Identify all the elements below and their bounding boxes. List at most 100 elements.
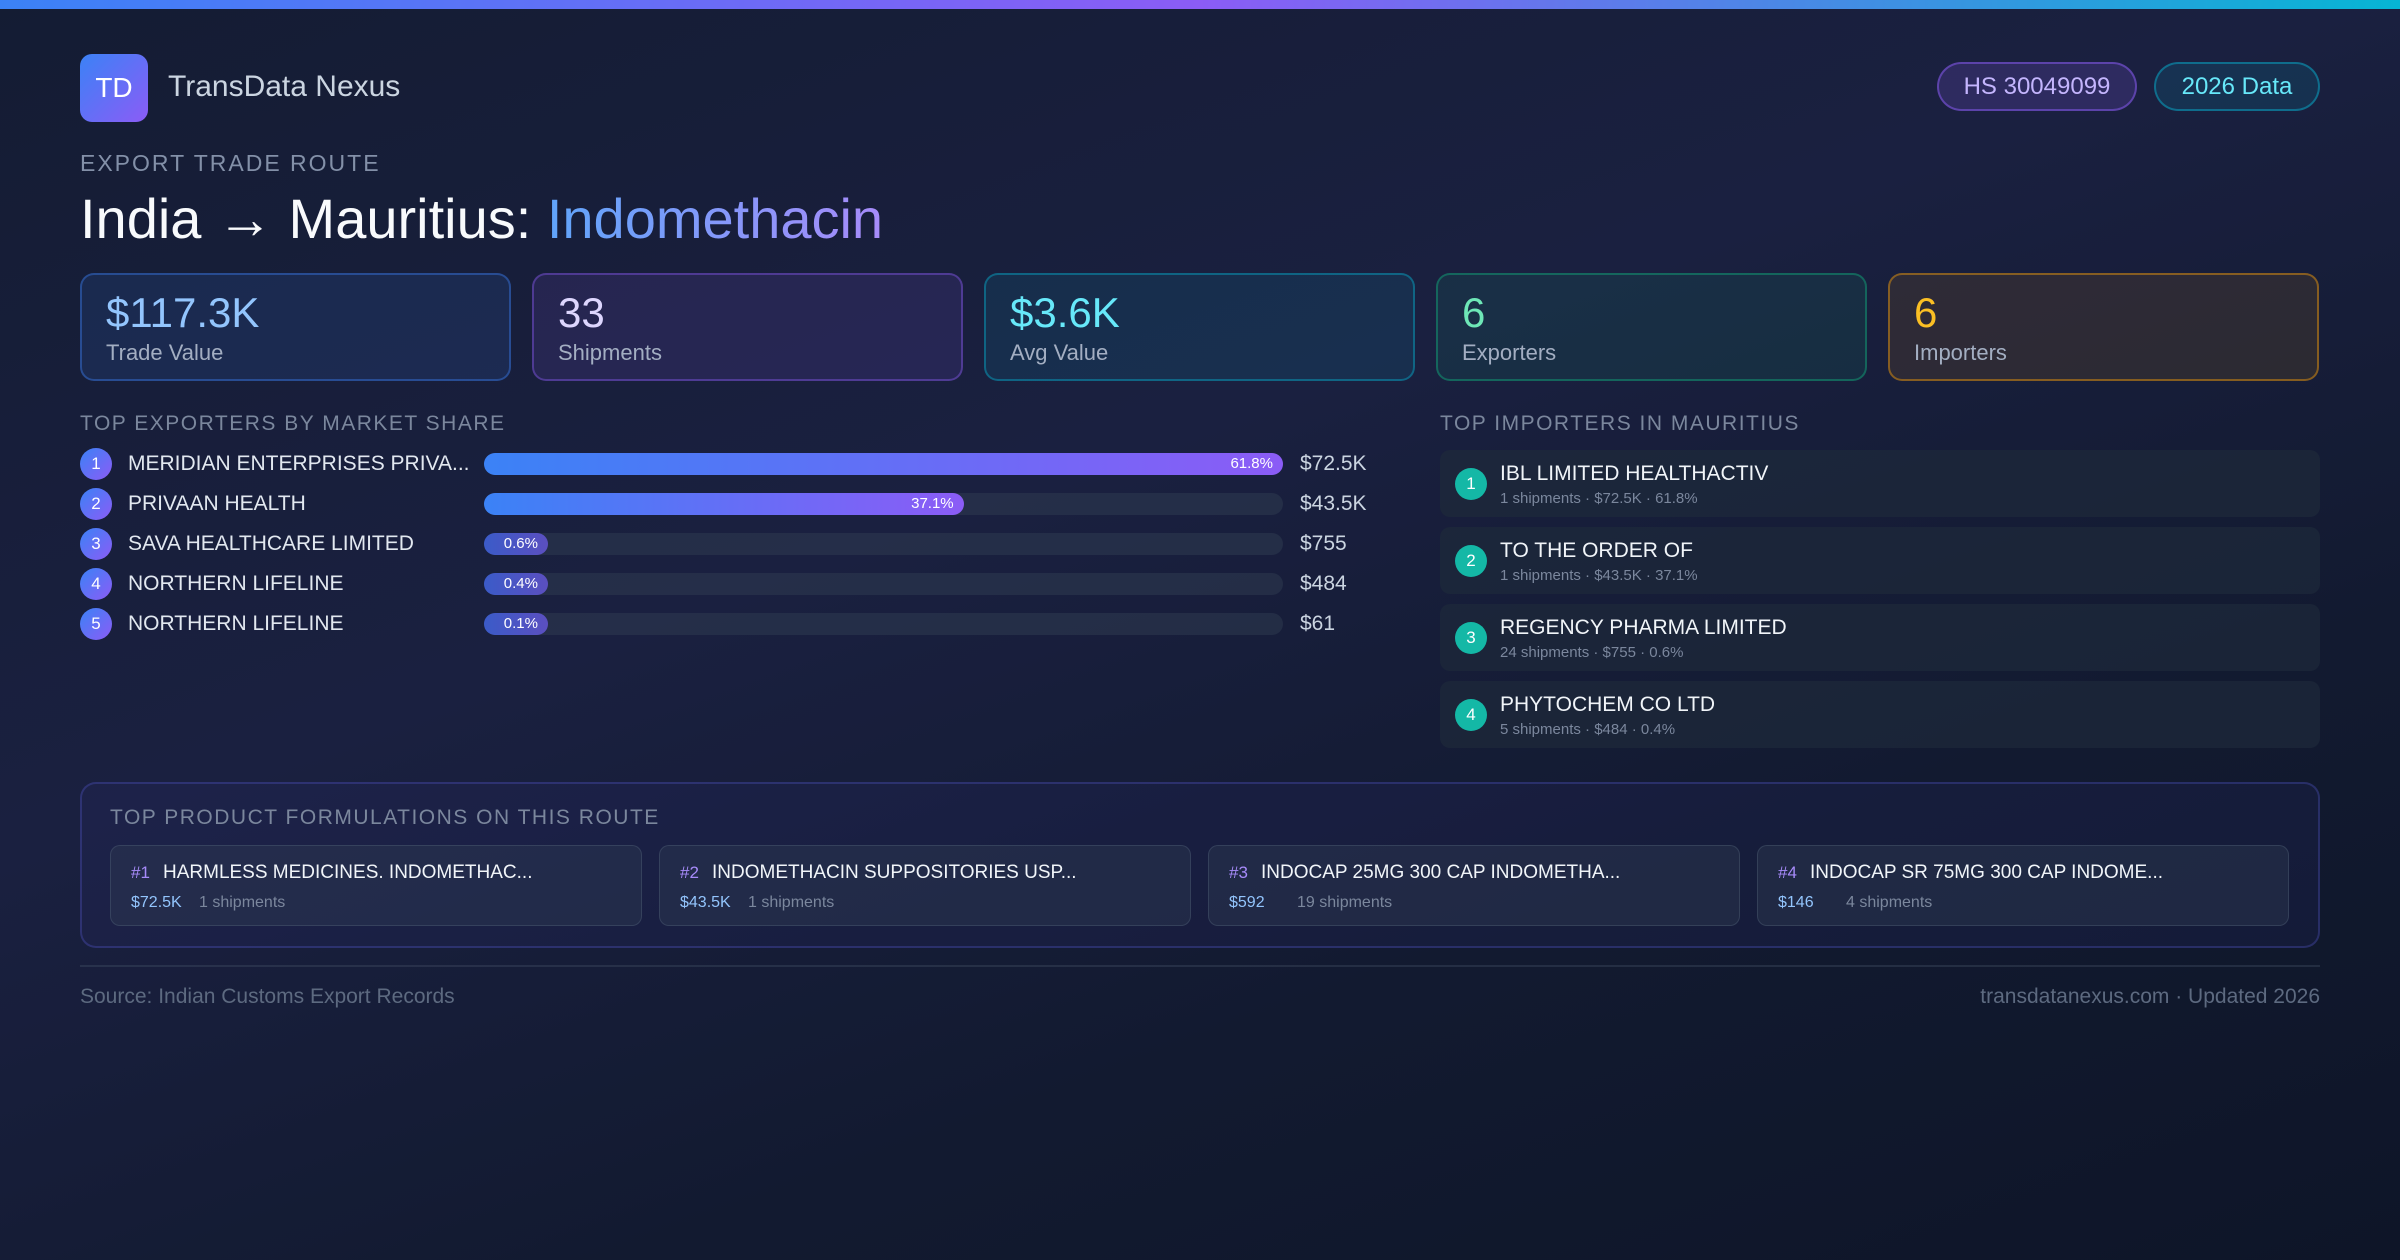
exporter-name: PRIVAAN HEALTH xyxy=(128,492,306,515)
importer-name: PHYTOCHEM CO LTD xyxy=(1500,693,1716,716)
stat-label: Shipments xyxy=(558,340,662,365)
exporter-value: $43.5K xyxy=(1300,492,1367,515)
share-label: 37.1% xyxy=(911,495,954,512)
exporter-row: 4 NORTHERN LIFELINE 0.4% $484 xyxy=(80,568,1380,600)
stat-label: Trade Value xyxy=(106,340,224,365)
formulation-shipments: 1 shipments xyxy=(199,894,286,911)
share-bar: 0.1% xyxy=(484,613,548,635)
rank-badge: 1 xyxy=(80,448,112,480)
title-product: Indomethacin xyxy=(546,187,884,250)
logo: TD xyxy=(80,54,148,122)
formulation-name: INDOCAP 25MG 300 CAP INDOMETHA... xyxy=(1261,862,1621,883)
importer-card: 1 IBL LIMITED HEALTHACTIV 1 shipments · $7… xyxy=(1440,450,2320,517)
divider xyxy=(80,965,2320,967)
importer-detail: 1 shipments · $72.5K · 61.8% xyxy=(1500,490,1698,507)
exporter-value: $61 xyxy=(1300,612,1336,635)
exporter-name: NORTHERN LIFELINE xyxy=(128,572,344,595)
share-label: 0.6% xyxy=(503,535,538,552)
rank-badge: 1 xyxy=(1455,468,1487,500)
formulation-card: #4 INDOCAP SR 75MG 300 CAP INDOME... $146 4… xyxy=(1757,845,2289,926)
stat-value: $3.6K xyxy=(1010,289,1120,336)
exporter-value: $755 xyxy=(1300,532,1347,555)
exporter-value: $72.5K xyxy=(1300,452,1367,475)
stat-card: 6 Exporters xyxy=(1436,273,1867,381)
hs-badge: HS 30049099 xyxy=(1937,62,2137,111)
exporter-row: 3 SAVA HEALTHCARE LIMITED 0.6% $755 xyxy=(80,528,1380,560)
share-label: 0.4% xyxy=(503,575,538,592)
formulation-card: #2 INDOMETHACIN SUPPOSITORIES USP... $43.5… xyxy=(659,845,1191,926)
rank-badge: 2 xyxy=(1455,545,1487,577)
importer-detail: 5 shipments · $484 · 0.4% xyxy=(1500,721,1676,738)
rank-badge: 4 xyxy=(1455,699,1487,731)
stat-value: 6 xyxy=(1914,289,1938,336)
importer-card: 2 TO THE ORDER OF 1 shipments · $43.5K · 3… xyxy=(1440,527,2320,594)
formulation-value: $72.5K xyxy=(131,894,182,911)
section-heading: TOP EXPORTERS BY MARKET SHARE xyxy=(80,412,506,435)
bar-track: 61.8% xyxy=(484,453,1283,475)
exporter-name: NORTHERN LIFELINE xyxy=(128,612,344,635)
rank-badge: 4 xyxy=(80,568,112,600)
formulation-shipments: 4 shipments xyxy=(1846,894,1933,911)
formulation-value: $43.5K xyxy=(680,894,731,911)
stat-card: 33 Shipments xyxy=(532,273,963,381)
formulations-panel xyxy=(80,782,2320,948)
stat-value: 33 xyxy=(558,289,605,336)
importer-name: REGENCY PHARMA LIMITED xyxy=(1500,616,1787,639)
bar-track: 0.4% xyxy=(484,573,1283,595)
section-heading: TOP PRODUCT FORMULATIONS ON THIS ROUTE xyxy=(110,806,660,829)
importer-detail: 24 shipments · $755 · 0.6% xyxy=(1500,644,1684,661)
formulation-rank: #4 xyxy=(1778,863,1797,882)
formulation-rank: #3 xyxy=(1229,863,1248,882)
title-route: India → Mauritius: xyxy=(80,187,532,250)
importer-detail: 1 shipments · $43.5K · 37.1% xyxy=(1500,567,1698,584)
formulation-value: $146 xyxy=(1778,894,1814,911)
exporter-value: $484 xyxy=(1300,572,1347,595)
rank-badge: 2 xyxy=(80,488,112,520)
share-label: 61.8% xyxy=(1230,455,1273,472)
rank-badge: 5 xyxy=(80,608,112,640)
source: Source: Indian Customs Export Records xyxy=(80,985,455,1008)
stat-card: 6 Importers xyxy=(1888,273,2319,381)
share-bar: 0.6% xyxy=(484,533,548,555)
stat-card: $117.3K Trade Value xyxy=(80,273,511,381)
stat-value: 6 xyxy=(1462,289,1486,336)
exporter-row: 5 NORTHERN LIFELINE 0.1% $61 xyxy=(80,608,1380,640)
exporter-row: 2 PRIVAAN HEALTH 37.1% $43.5K xyxy=(80,488,1380,520)
exporter-row: 1 MERIDIAN ENTERPRISES PRIVA... 61.8% $72.5… xyxy=(80,448,1380,480)
formulation-rank: #1 xyxy=(131,863,150,882)
accent-bar xyxy=(0,0,2400,9)
formulation-name: INDOCAP SR 75MG 300 CAP INDOME... xyxy=(1810,862,2164,883)
stat-value: $117.3K xyxy=(106,289,260,336)
site: transdatanexus.com · Updated 2026 xyxy=(1980,985,2320,1008)
formulation-name: HARMLESS MEDICINES. INDOMETHAC... xyxy=(163,862,533,883)
importer-card: 3 REGENCY PHARMA LIMITED 24 shipments · $7… xyxy=(1440,604,2320,671)
importer-name: TO THE ORDER OF xyxy=(1500,539,1693,562)
brand: TransData Nexus xyxy=(168,70,401,103)
share-bar: 61.8% xyxy=(484,453,1283,475)
formulation-shipments: 1 shipments xyxy=(748,894,835,911)
exporter-name: SAVA HEALTHCARE LIMITED xyxy=(128,532,414,555)
year-badge: 2026 Data xyxy=(2154,62,2320,111)
formulation-shipments: 19 shipments xyxy=(1297,894,1393,911)
share-bar: 0.4% xyxy=(484,573,548,595)
share-label: 0.1% xyxy=(503,615,538,632)
eyebrow: EXPORT TRADE ROUTE xyxy=(80,150,381,176)
rank-badge: 3 xyxy=(80,528,112,560)
importer-name: IBL LIMITED HEALTHACTIV xyxy=(1500,462,1769,485)
formulation-card: #3 INDOCAP 25MG 300 CAP INDOMETHA... $592 1… xyxy=(1208,845,1740,926)
formulation-card: #1 HARMLESS MEDICINES. INDOMETHAC... $72.5… xyxy=(110,845,642,926)
exporter-name: MERIDIAN ENTERPRISES PRIVA... xyxy=(128,452,470,475)
stat-card: $3.6K Avg Value xyxy=(984,273,1415,381)
importer-card: 4 PHYTOCHEM CO LTD 5 shipments · $484 · 0.… xyxy=(1440,681,2320,748)
section-heading: TOP IMPORTERS IN MAURITIUS xyxy=(1440,412,1800,435)
formulation-value: $592 xyxy=(1229,894,1265,911)
stat-label: Avg Value xyxy=(1010,340,1109,365)
title: India → Mauritius: Indomethacin xyxy=(80,186,883,251)
stat-label: Exporters xyxy=(1462,340,1557,365)
share-bar: 37.1% xyxy=(484,493,964,515)
formulation-name: INDOMETHACIN SUPPOSITORIES USP... xyxy=(712,862,1077,883)
formulation-rank: #2 xyxy=(680,863,699,882)
stat-label: Importers xyxy=(1914,340,2007,365)
rank-badge: 3 xyxy=(1455,622,1487,654)
